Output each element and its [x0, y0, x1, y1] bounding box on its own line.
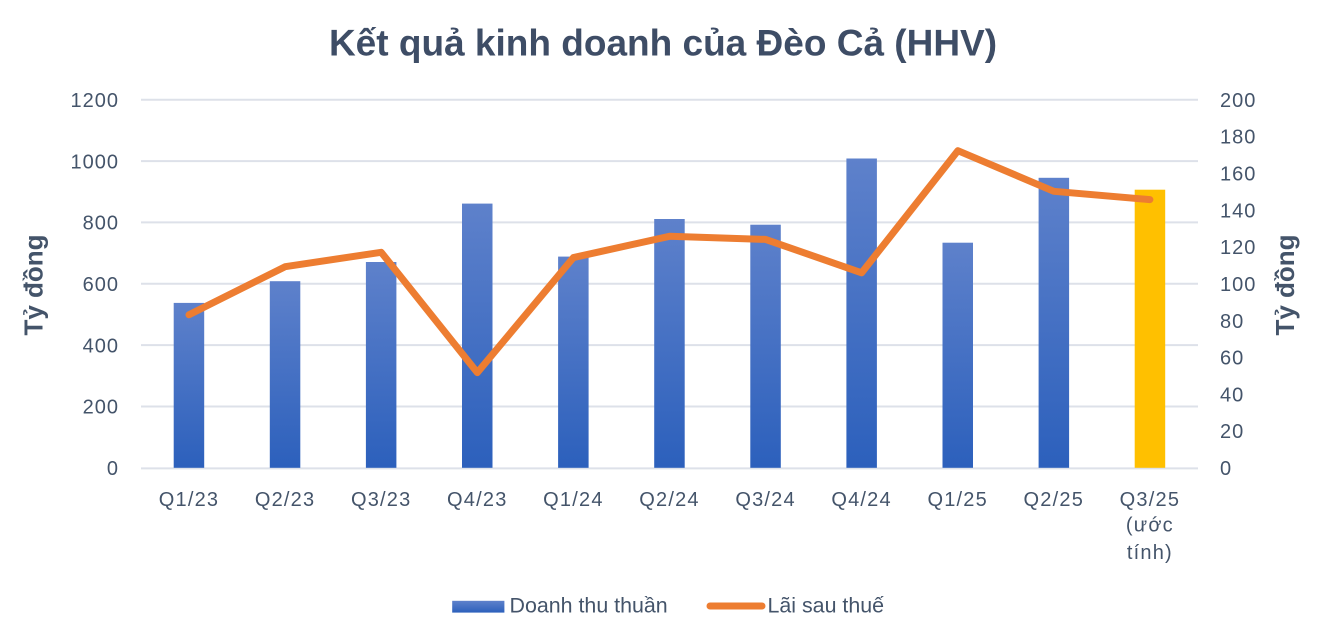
svg-text:tính): tính) — [1127, 542, 1173, 564]
svg-text:Lãi sau thuế: Lãi sau thuế — [768, 594, 885, 618]
svg-text:1000: 1000 — [71, 151, 120, 173]
svg-text:Q1/23: Q1/23 — [159, 489, 219, 511]
svg-text:Q3/25: Q3/25 — [1120, 489, 1180, 511]
svg-text:20: 20 — [1220, 421, 1244, 443]
svg-text:Q1/25: Q1/25 — [927, 489, 987, 511]
svg-text:Q2/24: Q2/24 — [639, 489, 699, 511]
svg-text:Q3/23: Q3/23 — [351, 489, 411, 511]
svg-text:100: 100 — [1220, 274, 1256, 296]
svg-text:160: 160 — [1220, 164, 1256, 186]
svg-text:400: 400 — [83, 335, 119, 357]
svg-text:Q2/23: Q2/23 — [255, 489, 315, 511]
svg-text:140: 140 — [1220, 200, 1256, 222]
svg-text:Q4/24: Q4/24 — [831, 489, 891, 511]
svg-text:180: 180 — [1220, 127, 1256, 149]
svg-text:40: 40 — [1220, 384, 1244, 406]
svg-text:120: 120 — [1220, 237, 1256, 259]
svg-text:800: 800 — [83, 213, 119, 235]
svg-text:Q3/24: Q3/24 — [735, 489, 795, 511]
svg-text:0: 0 — [1220, 458, 1232, 480]
svg-text:200: 200 — [1220, 90, 1256, 112]
svg-text:Q4/23: Q4/23 — [447, 489, 507, 511]
svg-text:Q2/25: Q2/25 — [1024, 489, 1084, 511]
svg-text:80: 80 — [1220, 311, 1244, 333]
svg-text:600: 600 — [83, 274, 119, 296]
svg-text:Tỷ đồng: Tỷ đồng — [19, 234, 49, 335]
svg-text:0: 0 — [107, 458, 119, 480]
svg-text:200: 200 — [83, 397, 119, 419]
svg-text:1200: 1200 — [71, 90, 120, 112]
svg-text:Q1/24: Q1/24 — [543, 489, 603, 511]
svg-text:(ước: (ước — [1126, 515, 1174, 537]
svg-text:Doanh thu thuần: Doanh thu thuần — [510, 594, 668, 618]
svg-text:60: 60 — [1220, 348, 1244, 370]
svg-text:Tỷ đồng: Tỷ đồng — [1270, 234, 1300, 335]
svg-text:Kết quả kinh doanh của Đèo Cả: Kết quả kinh doanh của Đèo Cả (HHV) — [329, 23, 997, 64]
